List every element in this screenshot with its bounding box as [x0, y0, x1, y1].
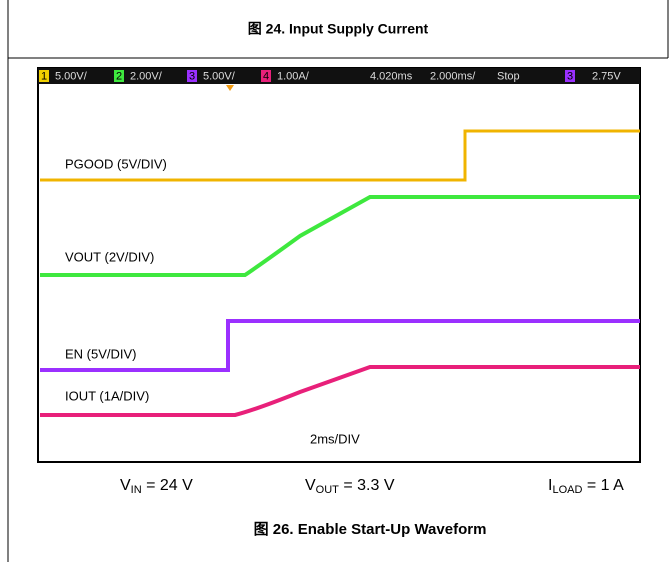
symbol: I [548, 477, 552, 494]
condition: VOUT = 3.3 V [305, 477, 395, 496]
vout-trace [40, 195, 640, 277]
condition: ILOAD = 1 A [548, 477, 624, 496]
timebase: 2ms/DIV [310, 431, 360, 446]
channel-badge [565, 70, 575, 82]
trace-label: VOUT (2V/DIV) [65, 249, 154, 264]
channel-number: 3 [567, 70, 573, 82]
channel-number: 4 [263, 70, 269, 82]
caption: 图 26. Enable Start-Up Waveform [254, 521, 487, 538]
channel-badge [187, 70, 197, 82]
scope-frame [37, 67, 641, 463]
scope-status-bar [38, 68, 640, 84]
condition-text: = 24 V [142, 477, 193, 494]
channel-badge [39, 70, 49, 82]
trace-label: PGOOD (5V/DIV) [65, 156, 167, 171]
status-text: Stop [497, 70, 520, 82]
trigger-marker [226, 85, 234, 91]
pgood-trace [40, 129, 640, 182]
condition: VIN = 24 V [120, 477, 193, 496]
trace-label: IOUT (1A/DIV) [65, 388, 149, 403]
status-items: 1 5.00V/2 2.00V/3 5.00V/4 1.00A/4.020ms 2.000… [39, 70, 621, 82]
channel-badge [114, 70, 124, 82]
channel-badge [261, 70, 271, 82]
status-text: 2.75V [592, 70, 621, 82]
symbol: V [120, 477, 131, 494]
status-text: 5.00V/ [203, 70, 236, 82]
channel-number: 2 [116, 70, 122, 82]
condition-text: = 1 A [582, 477, 624, 494]
subscript: IN [131, 484, 142, 496]
channel-number: 1 [41, 70, 47, 82]
scope: 1 5.00V/2 2.00V/3 5.00V/4 1.00A/4.020ms 2.000… [37, 67, 641, 463]
symbol: V [305, 477, 316, 494]
condition-text: = 3.3 V [339, 477, 395, 494]
status-text: 2.00V/ [130, 70, 163, 82]
header-title: 图 24. Input Supply Current [248, 21, 429, 37]
en-trace [40, 319, 640, 372]
trace-label: EN (5V/DIV) [65, 346, 137, 361]
channel-number: 3 [189, 70, 195, 82]
subscript: LOAD [552, 484, 582, 496]
subscript: OUT [316, 484, 340, 496]
status-text: 4.020ms [370, 70, 413, 82]
status-text: 5.00V/ [55, 70, 88, 82]
status-text: 1.00A/ [277, 70, 310, 82]
iout-trace [40, 365, 640, 417]
status-text: 2.000ms/ [430, 70, 476, 82]
